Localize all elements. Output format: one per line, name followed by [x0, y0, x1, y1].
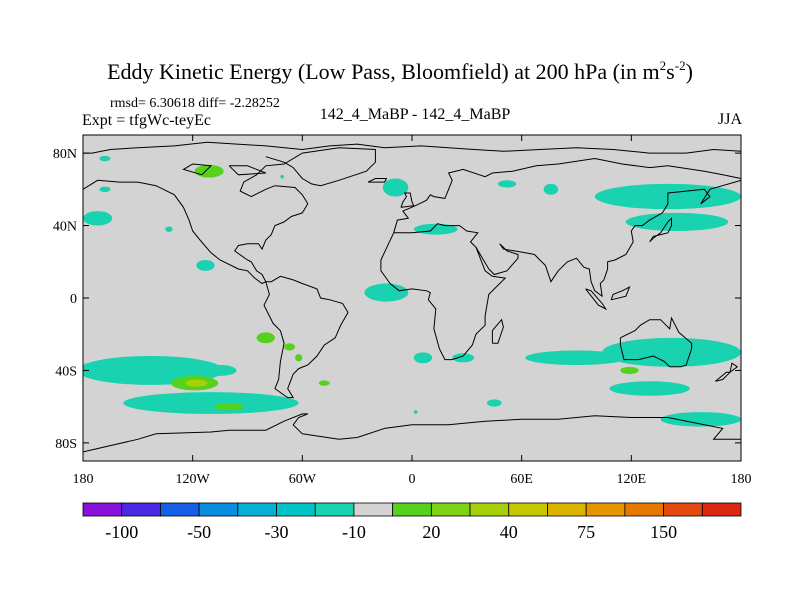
coastline-16 — [182, 163, 213, 176]
anomaly-region-21 — [525, 350, 628, 366]
coastline-12 — [649, 217, 672, 243]
colorbar-label-5: 40 — [500, 522, 518, 542]
colorbar-label-1: -50 — [187, 522, 211, 542]
colorbar-label-2: -30 — [265, 522, 289, 542]
colorbar-swatch-14 — [624, 502, 664, 517]
anomaly-region-22 — [609, 381, 690, 396]
anomaly-region-15 — [123, 392, 299, 414]
colorbar-label-6: 75 — [577, 522, 595, 542]
y-tick-label-2: 0 — [70, 292, 77, 307]
anomaly-region-30 — [295, 354, 303, 362]
anomaly-region-31 — [318, 380, 330, 386]
anomaly-region-6 — [280, 174, 285, 179]
coastlines — [83, 141, 741, 453]
anomaly-region-9 — [543, 183, 559, 195]
x-tick-label-0: 180 — [73, 472, 94, 487]
colorbar-swatch-10 — [469, 502, 510, 517]
coastline-3 — [380, 223, 507, 361]
anomaly-region-23 — [660, 412, 741, 427]
anomaly-region-17 — [413, 352, 433, 364]
coastline-6 — [619, 316, 693, 368]
y-tick-label-1: 40N — [53, 220, 77, 235]
anomaly-region-7 — [382, 178, 409, 197]
coastline-4 — [475, 179, 741, 298]
colorbar-swatch-12 — [547, 502, 587, 517]
colorbar-swatch-8 — [392, 502, 432, 517]
anomaly-region-0 — [194, 164, 224, 178]
colorbar-swatch-7 — [353, 502, 394, 517]
colorbar-swatch-11 — [508, 502, 548, 517]
season-label: JJA — [717, 111, 742, 128]
anomaly-region-2 — [99, 186, 111, 193]
anomaly-region-26 — [185, 379, 208, 387]
coastline-13 — [585, 288, 608, 311]
colorbar-swatch-9 — [430, 502, 471, 517]
coastline-9 — [400, 192, 415, 208]
coastline-7 — [715, 362, 739, 382]
anomaly-region-5 — [196, 259, 215, 271]
y-tick-label-3: 40S — [55, 364, 77, 379]
x-tick-label-3: 0 — [409, 472, 416, 487]
colorbar-swatch-16 — [701, 502, 742, 517]
coastline-2 — [393, 157, 741, 233]
anomaly-region-16 — [203, 365, 237, 376]
coastline-5 — [263, 275, 349, 399]
colorbar-label-0: -100 — [105, 522, 138, 542]
colorbar-label-7: 150 — [650, 522, 677, 542]
anomaly-region-10 — [497, 180, 517, 188]
anomaly-region-27 — [214, 403, 244, 411]
comparison-label: 142_4_MaBP - 142_4_MaBP — [319, 106, 511, 123]
coastline-10 — [367, 178, 388, 183]
colorbar-swatch-3 — [198, 502, 239, 517]
anomaly-region-12 — [625, 212, 729, 231]
coastline-11 — [491, 318, 504, 344]
x-tick-label-2: 60W — [289, 472, 317, 487]
y-tick-label-0: 80N — [53, 147, 77, 162]
colorbar-swatch-2 — [160, 502, 200, 517]
anomaly-region-20 — [602, 337, 741, 367]
coastline-1 — [83, 147, 376, 285]
chart-title: Eddy Kinetic Energy (Low Pass, Bloomfiel… — [107, 58, 693, 84]
colorbar-swatch-13 — [585, 502, 626, 517]
colorbar-label-4: 20 — [422, 522, 440, 542]
colorbar-swatch-5 — [276, 502, 316, 517]
anomaly-region-4 — [165, 226, 173, 232]
anomaly-region-13 — [364, 283, 409, 302]
x-tick-label-6: 180 — [731, 472, 752, 487]
colorbar-swatch-1 — [121, 502, 161, 517]
anomaly-region-28 — [256, 332, 275, 344]
x-tick-label-1: 120W — [176, 472, 211, 487]
anomaly-region-24 — [413, 410, 418, 414]
anomaly-region-32 — [620, 366, 639, 375]
coastline-8 — [83, 413, 741, 453]
y-tick-label-4: 80S — [55, 437, 77, 452]
experiment-label: Expt = tfgWc-teyEc — [82, 112, 211, 129]
colorbar: -100 -50 -30 -10 20 40 75 150 — [82, 502, 742, 542]
coastline-14 — [610, 286, 631, 301]
anomaly-region-1 — [99, 155, 111, 162]
colorbar-swatch-6 — [314, 502, 355, 517]
anomaly-region-18 — [452, 353, 475, 363]
colorbar-swatch-15 — [663, 502, 703, 517]
coastline-15 — [228, 165, 266, 176]
colorbar-label-3: -10 — [342, 522, 366, 542]
anomaly-region-3 — [83, 211, 113, 226]
colorbar-swatch-4 — [237, 502, 277, 517]
x-tick-label-4: 60E — [510, 472, 533, 487]
x-tick-label-5: 120E — [617, 472, 647, 487]
anomaly-region-29 — [284, 343, 296, 351]
anomaly-region-19 — [486, 399, 502, 407]
axis-ticks: 180 120W 60W 0 60E 120E 180 80N 40N 0 40S 80S — [53, 135, 752, 487]
stats-label: rmsd= 6.30618 diff= -2.28252 — [110, 96, 280, 111]
colorbar-swatch-0 — [82, 502, 123, 517]
coastline-0 — [83, 141, 741, 154]
